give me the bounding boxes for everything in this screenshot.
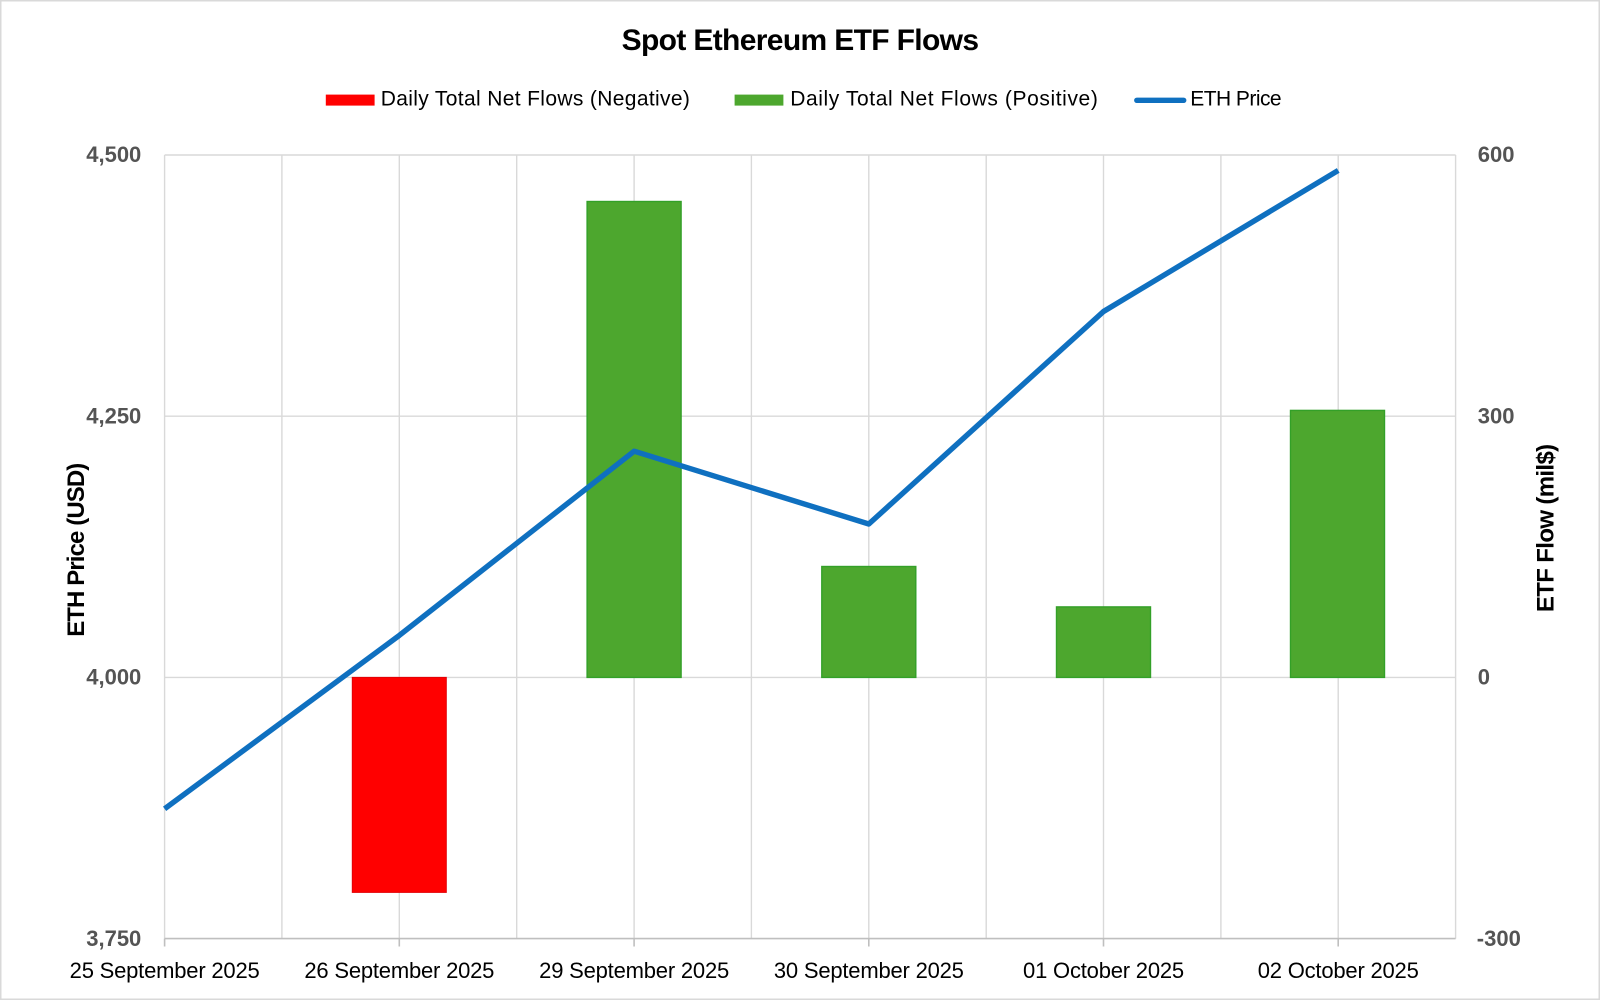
svg-text:600: 600 [1478,142,1515,167]
svg-text:Daily Total Net Flows (Negativ: Daily Total Net Flows (Negative) [381,88,691,111]
svg-text:4,000: 4,000 [86,665,141,690]
svg-text:30 September 2025: 30 September 2025 [774,958,964,983]
svg-text:ETH Price (USD): ETH Price (USD) [63,464,90,637]
svg-text:0: 0 [1478,665,1490,690]
svg-text:25 September 2025: 25 September 2025 [70,958,260,983]
svg-text:29 September 2025: 29 September 2025 [539,958,729,983]
svg-text:Daily Total Net Flows (Positiv: Daily Total Net Flows (Positive) [790,88,1098,111]
svg-text:-300: -300 [1477,926,1521,951]
svg-text:ETF Flow (mil$): ETF Flow (mil$) [1533,445,1560,613]
svg-text:01 October 2025: 01 October 2025 [1023,958,1184,983]
svg-text:3,750: 3,750 [86,926,141,951]
svg-text:Spot Ethereum ETF Flows: Spot Ethereum ETF Flows [622,24,979,57]
svg-text:300: 300 [1478,403,1515,428]
svg-text:4,500: 4,500 [86,142,141,167]
svg-text:26 September 2025: 26 September 2025 [304,958,494,983]
svg-text:4,250: 4,250 [86,403,141,428]
svg-text:02 October 2025: 02 October 2025 [1258,958,1419,983]
svg-text:ETH Price: ETH Price [1190,88,1281,111]
